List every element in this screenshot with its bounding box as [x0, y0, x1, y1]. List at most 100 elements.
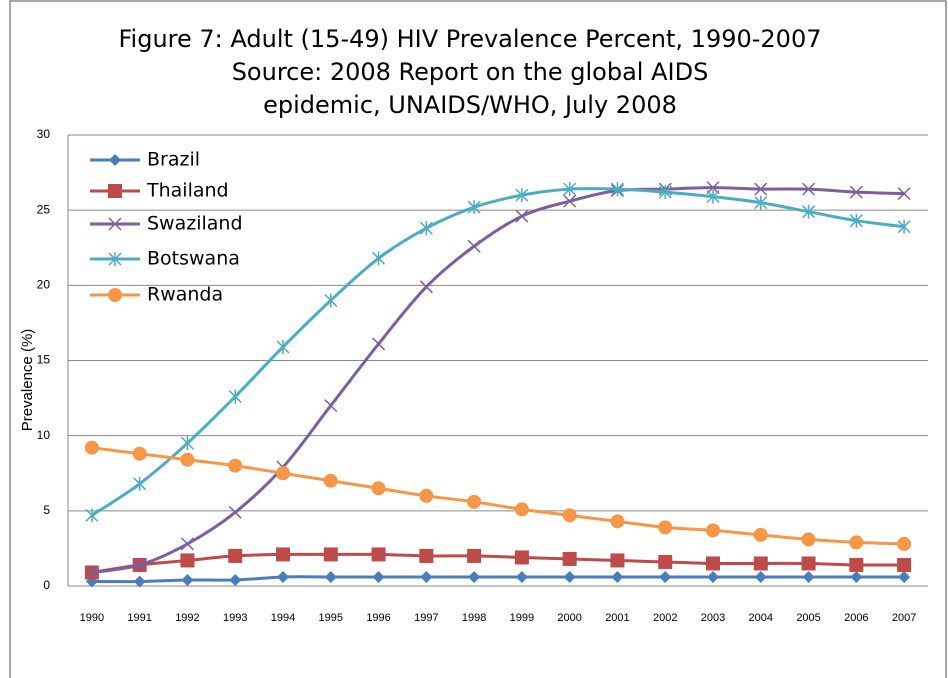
data-point [180, 452, 195, 467]
data-point [753, 527, 768, 542]
data-point [467, 200, 481, 215]
data-point [180, 537, 194, 551]
data-point [514, 550, 529, 565]
legend-label: Botswana [147, 248, 240, 270]
data-point [562, 508, 577, 523]
data-point [229, 573, 242, 586]
data-point [276, 339, 290, 354]
x-tick-label: 2004 [749, 612, 773, 624]
chart-title: Source: 2008 Report on the global AIDS [232, 58, 709, 86]
x-tick-label: 2007 [892, 612, 916, 624]
data-point [898, 570, 911, 583]
data-point [754, 195, 768, 210]
data-point [801, 532, 816, 547]
data-point [754, 570, 767, 583]
data-point [324, 399, 338, 413]
legend-label: Thailand [146, 180, 229, 202]
y-tick-label: 5 [43, 503, 50, 517]
data-point [802, 204, 816, 219]
data-point [419, 280, 433, 294]
x-tick-label: 1994 [271, 612, 295, 624]
data-point [563, 570, 576, 583]
data-point [515, 570, 528, 583]
data-point [133, 575, 146, 588]
data-point [323, 473, 338, 488]
data-point [849, 535, 864, 550]
data-point [754, 182, 768, 196]
data-point [897, 557, 912, 572]
x-tick-label: 2001 [605, 612, 629, 624]
data-point [850, 570, 863, 583]
data-point [897, 187, 911, 201]
legend-label: Swaziland [147, 213, 243, 235]
y-tick-label: 25 [37, 202, 51, 216]
y-tick-label: 0 [43, 578, 50, 592]
data-point [228, 548, 243, 563]
data-point [276, 466, 290, 481]
legend-marker [108, 217, 122, 231]
data-point [372, 251, 386, 266]
x-tick-label: 2005 [796, 612, 820, 624]
data-point [515, 188, 529, 203]
data-point [515, 209, 529, 223]
y-tick-label: 15 [37, 353, 51, 367]
data-point [801, 556, 816, 571]
data-point [84, 440, 99, 455]
data-point [324, 570, 337, 583]
x-tick-label: 2002 [653, 612, 677, 624]
data-point [371, 481, 386, 496]
data-point [563, 194, 577, 208]
x-tick-label: 1999 [510, 612, 534, 624]
data-point [658, 185, 672, 200]
data-point [897, 536, 912, 551]
x-tick-label: 1990 [80, 612, 104, 624]
x-tick-label: 1992 [175, 612, 199, 624]
data-point [658, 554, 673, 569]
data-point [420, 570, 433, 583]
data-point [610, 553, 625, 568]
data-point [323, 547, 338, 562]
data-point [419, 548, 434, 563]
data-point [706, 523, 720, 538]
legend-marker [108, 252, 122, 266]
data-point [802, 570, 815, 583]
data-point [658, 520, 673, 535]
y-tick-label: 10 [37, 428, 51, 442]
y-tick-label: 20 [37, 278, 51, 292]
data-point [132, 446, 147, 461]
data-point [611, 570, 624, 583]
data-point [85, 508, 99, 523]
data-point [372, 337, 386, 351]
data-point [419, 221, 433, 236]
data-point [849, 185, 863, 199]
y-axis-label: Prevalence (%) [19, 329, 36, 432]
chart-title: epidemic, UNAIDS/WHO, July 2008 [263, 91, 677, 119]
x-tick-label: 1995 [319, 612, 343, 624]
data-point [467, 548, 482, 563]
legend-marker [108, 184, 122, 198]
data-point [277, 570, 289, 583]
data-point [707, 570, 719, 583]
x-tick-label: 2000 [557, 612, 581, 624]
data-point [753, 556, 768, 571]
data-point [897, 219, 911, 234]
x-tick-label: 1998 [462, 612, 486, 624]
data-point [849, 213, 863, 228]
data-point [514, 502, 529, 517]
data-point [467, 494, 482, 509]
data-point [180, 436, 194, 451]
data-point [610, 182, 624, 197]
chart-frame [9, 0, 947, 678]
legend-label: Brazil [147, 149, 200, 171]
x-tick-label: 1997 [414, 612, 438, 624]
data-point [802, 182, 816, 196]
data-point [133, 476, 147, 491]
legend-marker [108, 288, 122, 302]
data-point [228, 505, 242, 519]
chart-title: Figure 7: Adult (15-49) HIV Prevalence P… [119, 25, 822, 53]
data-point [181, 573, 194, 586]
legend-label: Rwanda [147, 284, 223, 306]
data-point [85, 565, 99, 580]
data-point [563, 182, 577, 197]
